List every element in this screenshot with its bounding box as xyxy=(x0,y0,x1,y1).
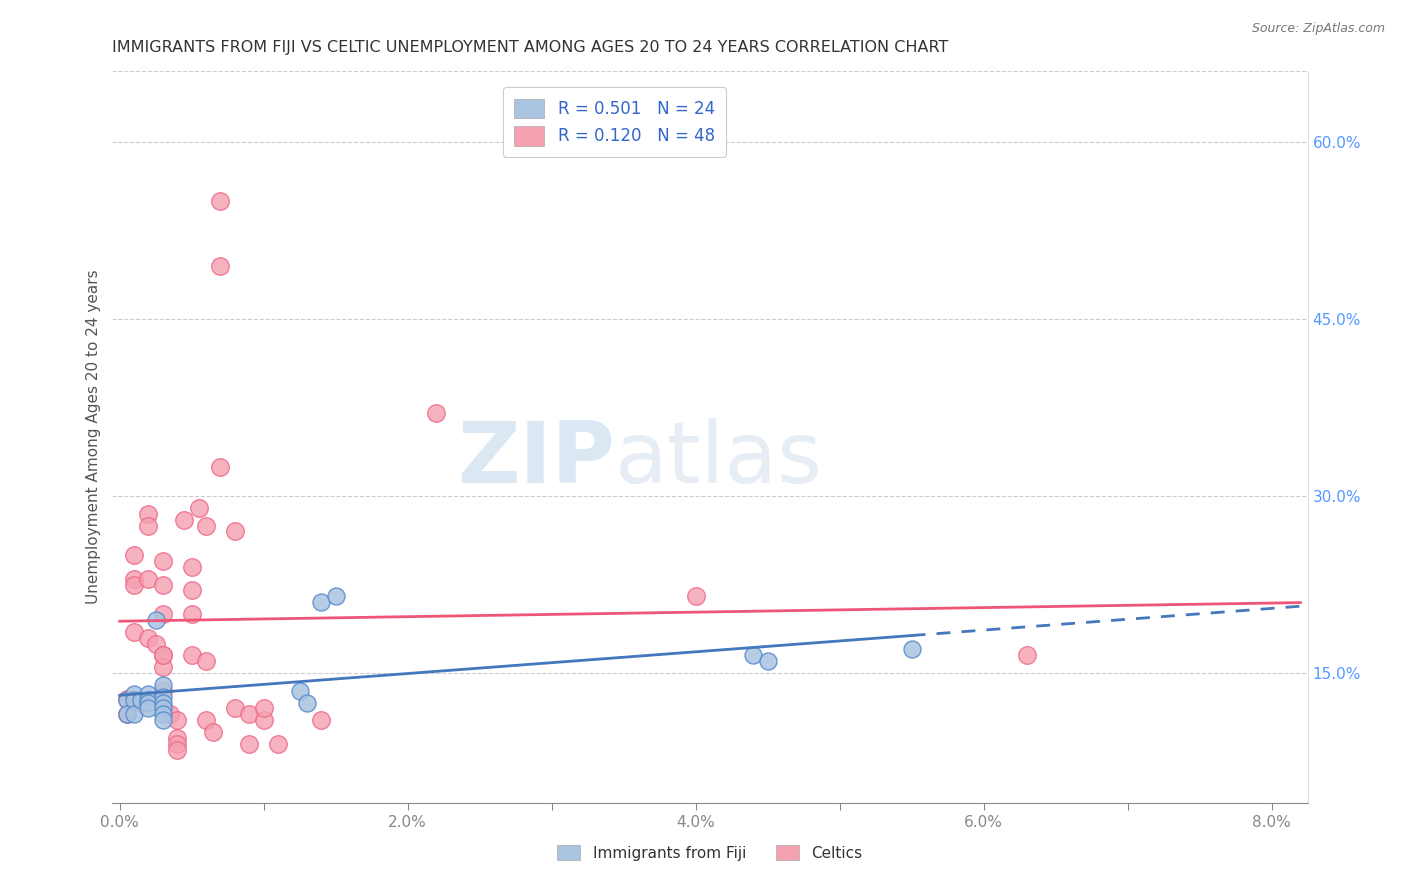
Point xyxy=(129,693,152,707)
Point xyxy=(209,459,232,474)
Point xyxy=(756,654,779,668)
Point xyxy=(288,683,311,698)
Point xyxy=(253,701,276,715)
Point xyxy=(122,548,145,562)
Text: IMMIGRANTS FROM FIJI VS CELTIC UNEMPLOYMENT AMONG AGES 20 TO 24 YEARS CORRELATIO: IMMIGRANTS FROM FIJI VS CELTIC UNEMPLOYM… xyxy=(112,40,949,55)
Point xyxy=(152,660,174,674)
Point xyxy=(152,648,174,663)
Point xyxy=(152,678,174,692)
Legend: Immigrants from Fiji, Celtics: Immigrants from Fiji, Celtics xyxy=(550,837,870,868)
Point xyxy=(325,590,347,604)
Point xyxy=(138,701,160,715)
Point xyxy=(138,693,160,707)
Text: atlas: atlas xyxy=(614,417,823,500)
Point xyxy=(138,572,160,586)
Point xyxy=(152,577,174,591)
Point xyxy=(122,687,145,701)
Point xyxy=(202,725,225,739)
Point xyxy=(115,707,138,722)
Point xyxy=(253,713,276,727)
Point xyxy=(209,259,232,273)
Point xyxy=(122,577,145,591)
Point xyxy=(238,707,260,722)
Point xyxy=(166,713,188,727)
Point xyxy=(187,500,209,515)
Point xyxy=(180,559,202,574)
Point xyxy=(224,524,246,539)
Point xyxy=(742,648,765,663)
Point xyxy=(238,737,260,751)
Point xyxy=(152,554,174,568)
Point xyxy=(224,701,246,715)
Point xyxy=(295,696,318,710)
Point xyxy=(152,707,174,722)
Point xyxy=(195,518,218,533)
Point xyxy=(425,407,447,421)
Point xyxy=(166,737,188,751)
Text: Source: ZipAtlas.com: Source: ZipAtlas.com xyxy=(1251,22,1385,36)
Point xyxy=(180,583,202,598)
Point xyxy=(195,654,218,668)
Point xyxy=(152,713,174,727)
Point xyxy=(115,707,138,722)
Point xyxy=(152,696,174,710)
Point xyxy=(1015,648,1038,663)
Point xyxy=(152,690,174,704)
Y-axis label: Unemployment Among Ages 20 to 24 years: Unemployment Among Ages 20 to 24 years xyxy=(86,269,101,605)
Point xyxy=(173,513,195,527)
Point xyxy=(138,507,160,521)
Point xyxy=(122,624,145,639)
Point xyxy=(900,642,922,657)
Point xyxy=(166,742,188,756)
Point xyxy=(138,631,160,645)
Point xyxy=(267,737,290,751)
Point xyxy=(309,713,332,727)
Point xyxy=(209,194,232,208)
Point xyxy=(180,648,202,663)
Point xyxy=(138,518,160,533)
Point xyxy=(129,696,152,710)
Point xyxy=(685,590,707,604)
Point xyxy=(122,572,145,586)
Point xyxy=(122,693,145,707)
Point xyxy=(166,731,188,745)
Text: ZIP: ZIP xyxy=(457,417,614,500)
Point xyxy=(309,595,332,609)
Point xyxy=(152,701,174,715)
Point xyxy=(152,683,174,698)
Point xyxy=(152,648,174,663)
Point xyxy=(122,707,145,722)
Point xyxy=(159,707,181,722)
Point xyxy=(195,713,218,727)
Point xyxy=(115,692,138,706)
Point xyxy=(152,607,174,621)
Point xyxy=(138,687,160,701)
Point xyxy=(145,636,167,650)
Point xyxy=(180,607,202,621)
Point xyxy=(115,693,138,707)
Point xyxy=(138,696,160,710)
Point xyxy=(145,613,167,627)
